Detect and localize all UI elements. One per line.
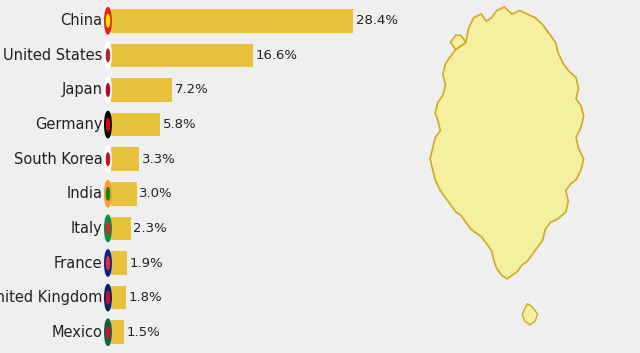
Text: 16.6%: 16.6% <box>255 49 297 62</box>
Text: 28.4%: 28.4% <box>356 14 398 27</box>
Polygon shape <box>430 7 584 279</box>
Text: China: China <box>60 13 102 28</box>
Bar <box>111 113 161 136</box>
Circle shape <box>106 49 109 62</box>
Circle shape <box>106 153 109 166</box>
Circle shape <box>105 250 111 276</box>
Circle shape <box>105 77 111 103</box>
Text: Japan: Japan <box>61 83 102 97</box>
Bar <box>111 78 172 102</box>
Text: Mexico: Mexico <box>52 325 102 340</box>
Circle shape <box>105 285 111 311</box>
Circle shape <box>105 146 111 172</box>
Bar <box>111 321 124 344</box>
Circle shape <box>105 112 111 138</box>
Polygon shape <box>451 35 466 49</box>
Bar <box>111 217 131 240</box>
Circle shape <box>105 319 111 345</box>
Circle shape <box>106 187 109 200</box>
Circle shape <box>106 118 109 131</box>
Text: Germany: Germany <box>35 117 102 132</box>
Text: South Korea: South Korea <box>13 152 102 167</box>
Text: 3.3%: 3.3% <box>141 153 175 166</box>
Bar <box>111 9 353 32</box>
Circle shape <box>105 181 111 207</box>
Text: United Kingdom: United Kingdom <box>0 290 102 305</box>
Text: 1.5%: 1.5% <box>126 326 160 339</box>
Bar <box>111 44 253 67</box>
Text: 1.8%: 1.8% <box>129 291 163 304</box>
Text: 7.2%: 7.2% <box>175 83 209 96</box>
Circle shape <box>106 14 109 27</box>
Text: 1.9%: 1.9% <box>130 257 163 270</box>
Bar <box>111 148 139 171</box>
Text: United States: United States <box>3 48 102 63</box>
Bar <box>111 182 136 205</box>
Text: 3.0%: 3.0% <box>139 187 173 200</box>
Bar <box>111 251 127 275</box>
Circle shape <box>105 215 111 241</box>
Text: 2.3%: 2.3% <box>133 222 167 235</box>
Bar <box>111 286 126 309</box>
Text: France: France <box>54 256 102 270</box>
Text: 5.8%: 5.8% <box>163 118 196 131</box>
Circle shape <box>106 222 109 235</box>
Circle shape <box>106 84 109 96</box>
Circle shape <box>105 8 111 34</box>
Text: Italy: Italy <box>70 221 102 236</box>
Circle shape <box>105 42 111 68</box>
Polygon shape <box>522 304 538 325</box>
Circle shape <box>106 326 109 339</box>
Circle shape <box>106 291 109 304</box>
Text: India: India <box>67 186 102 201</box>
Circle shape <box>106 257 109 269</box>
